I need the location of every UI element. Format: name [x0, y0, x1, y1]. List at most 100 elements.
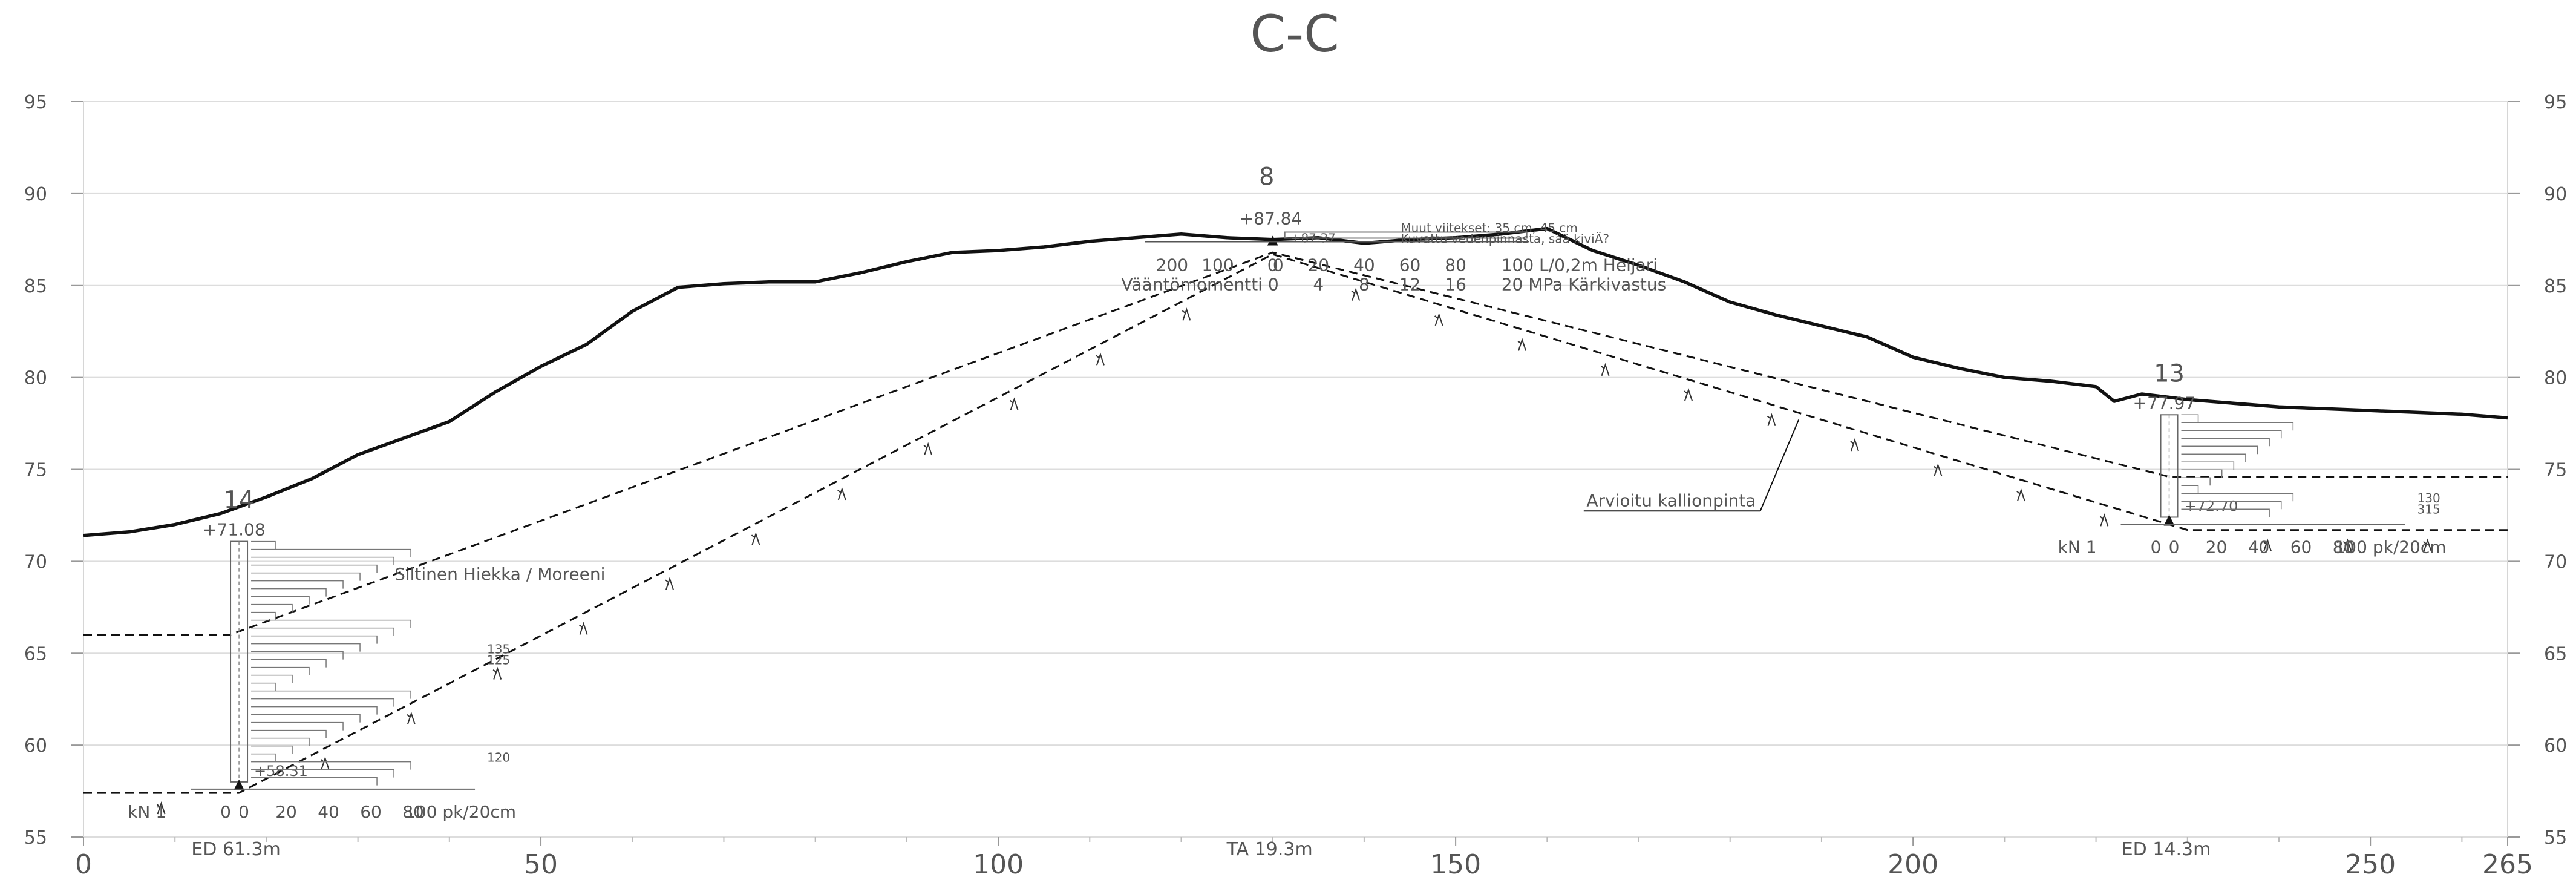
y-tick-label-left: 90 — [24, 184, 47, 205]
bedrock-marker — [492, 666, 502, 680]
borehole-bottom-level: +72.70 — [2185, 498, 2238, 514]
x-tick-label: 0 — [75, 849, 92, 877]
scale-label: 80 — [402, 802, 424, 822]
borehole-id: 8 — [1259, 163, 1274, 191]
bedrock-marker — [156, 801, 166, 815]
borehole-marker — [1267, 235, 1278, 246]
bedrock-marker — [407, 711, 416, 725]
borehole-13: ED 14.3m 13 +77.97 +72.70 kN 1 0 0 20 40 60 80100 … — [2058, 360, 2447, 860]
scale-unit-label: kN 1 — [2058, 537, 2097, 557]
bedrock-leader-line — [1759, 419, 1800, 511]
bedrock-marker — [1182, 307, 1191, 321]
scale-top-label: 100 — [1201, 255, 1234, 275]
bedrock-marker — [1096, 352, 1105, 366]
x-axis: 0 50 100 150 200 250 265 — [75, 837, 2533, 877]
x-tick-label: 250 — [2345, 849, 2396, 877]
bedrock-marker — [1600, 363, 1610, 376]
series-layer — [83, 226, 2508, 815]
scale-unit-label: kN 1 — [128, 802, 166, 822]
scale-top-label: 80 — [1445, 255, 1466, 275]
x-tick-label: 100 — [973, 849, 1024, 877]
borehole-depth: TA 19.3m — [1226, 839, 1313, 860]
x-tick-label: 150 — [1430, 849, 1481, 877]
y-tick-label-right: 65 — [2544, 643, 2567, 665]
y-axis-right: 55 60 65 70 75 80 85 90 95 — [2508, 92, 2567, 849]
y-tick-label-left: 55 — [24, 827, 47, 849]
soil-type-label: Siltinen Hiekka / Moreeni — [394, 564, 605, 584]
bedrock-marker — [1009, 397, 1019, 410]
borehole-ground-level: +87.84 — [1240, 208, 1303, 228]
borehole-depth: ED 14.3m — [2122, 839, 2211, 860]
borehole-bar — [1284, 231, 1528, 239]
scale-bottom-label: 8 — [1359, 274, 1370, 294]
penetration-histogram — [2181, 414, 2294, 517]
scale-label: 20 — [275, 802, 297, 822]
scale-label: 80 — [2333, 537, 2355, 557]
bedrock-marker — [923, 442, 933, 456]
borehole-mark-label: 125 — [487, 652, 510, 667]
borehole-marker — [234, 779, 245, 790]
annotations-layer: Siltinen Hiekka / Moreeni Arvioitu kallio… — [394, 419, 1800, 584]
y-tick-label-left: 75 — [24, 460, 47, 481]
scale-label: 0 — [220, 802, 231, 822]
scale-label: 0 — [2151, 537, 2162, 557]
borehole-note: Kuvattu vedenpinnasta, sää kiviÄ? — [1401, 231, 1609, 246]
bedrock-marker — [1933, 463, 1943, 476]
scale-bottom-label: 4 — [1313, 274, 1324, 294]
bedrock-label: Arvioitu kallionpinta — [1586, 490, 1756, 510]
bedrock-marker — [1517, 338, 1527, 351]
bedrock-marker — [578, 622, 588, 635]
scale-top-label: 40 — [1353, 255, 1375, 275]
bedrock-marker — [2099, 513, 2109, 527]
borehole-marker — [2163, 514, 2175, 526]
bedrock-marker — [2423, 538, 2432, 552]
scale-top-label: 0 — [1267, 255, 1278, 275]
y-tick-label-right: 70 — [2544, 551, 2567, 573]
bedrock-marker — [665, 577, 674, 590]
bedrock-marker — [1850, 438, 1859, 452]
borehole-depth: ED 61.3m — [191, 839, 281, 860]
bedrock-marker — [1351, 287, 1361, 301]
x-tick-label: 50 — [524, 849, 558, 877]
bedrock-marker — [320, 756, 330, 770]
y-tick-label-right: 75 — [2544, 460, 2567, 481]
scale-label: 60 — [360, 802, 382, 822]
bedrock-marker — [837, 487, 846, 501]
y-tick-label-right: 80 — [2544, 368, 2567, 389]
borehole-ground-level: +71.08 — [203, 520, 266, 540]
y-tick-label-left: 60 — [24, 735, 47, 757]
soil-boundary-line — [83, 251, 2508, 636]
y-tick-label-left: 95 — [24, 92, 47, 113]
borehole-ground-level: +77.97 — [2133, 393, 2196, 413]
scale-label: 20 — [2206, 537, 2228, 557]
scale-bottom-label: 20 MPa Kärkivastus — [1502, 274, 1667, 294]
scale-top-label: 200 — [1156, 255, 1188, 275]
x-tick-label: 200 — [1888, 849, 1938, 877]
bedrock-line — [83, 253, 2508, 794]
section-title: C-C — [1250, 4, 1339, 64]
borehole-id: 14 — [224, 487, 255, 514]
y-tick-label-right: 55 — [2544, 827, 2567, 849]
scale-top-label: 100 L/0,2m Heijari — [1502, 255, 1658, 275]
scale-label: 40 — [318, 802, 339, 822]
scale-label: 100 pk/20cm — [2335, 537, 2446, 557]
penetration-histogram — [251, 540, 411, 786]
scale-top-label: 0 — [1273, 255, 1284, 275]
y-tick-label-left: 85 — [24, 276, 47, 297]
y-tick-label-right: 85 — [2544, 276, 2567, 297]
grid — [83, 101, 2508, 838]
bedrock-marker — [2016, 488, 2025, 502]
scale-bottom-label: Vääntömomentti 0 — [1121, 274, 1278, 294]
borehole-14: ED 61.3m 14 +71.08 +58.31 kN 1 0 0 20 40 60 80100 … — [128, 487, 516, 860]
scale-bottom-label: 12 — [1399, 274, 1421, 294]
bedrock-marker — [751, 531, 760, 545]
borehole-mark-label: 120 — [487, 750, 510, 764]
bedrock-marker — [1767, 413, 1776, 426]
scale-label: 0 — [2169, 537, 2180, 557]
bedrock-marker — [2263, 538, 2272, 552]
scale-label: 100 pk/20cm — [405, 802, 516, 822]
bedrock-marker — [1434, 312, 1443, 326]
borehole-mark-label: 130 — [2417, 491, 2440, 505]
bedrock-marker — [2342, 538, 2352, 552]
